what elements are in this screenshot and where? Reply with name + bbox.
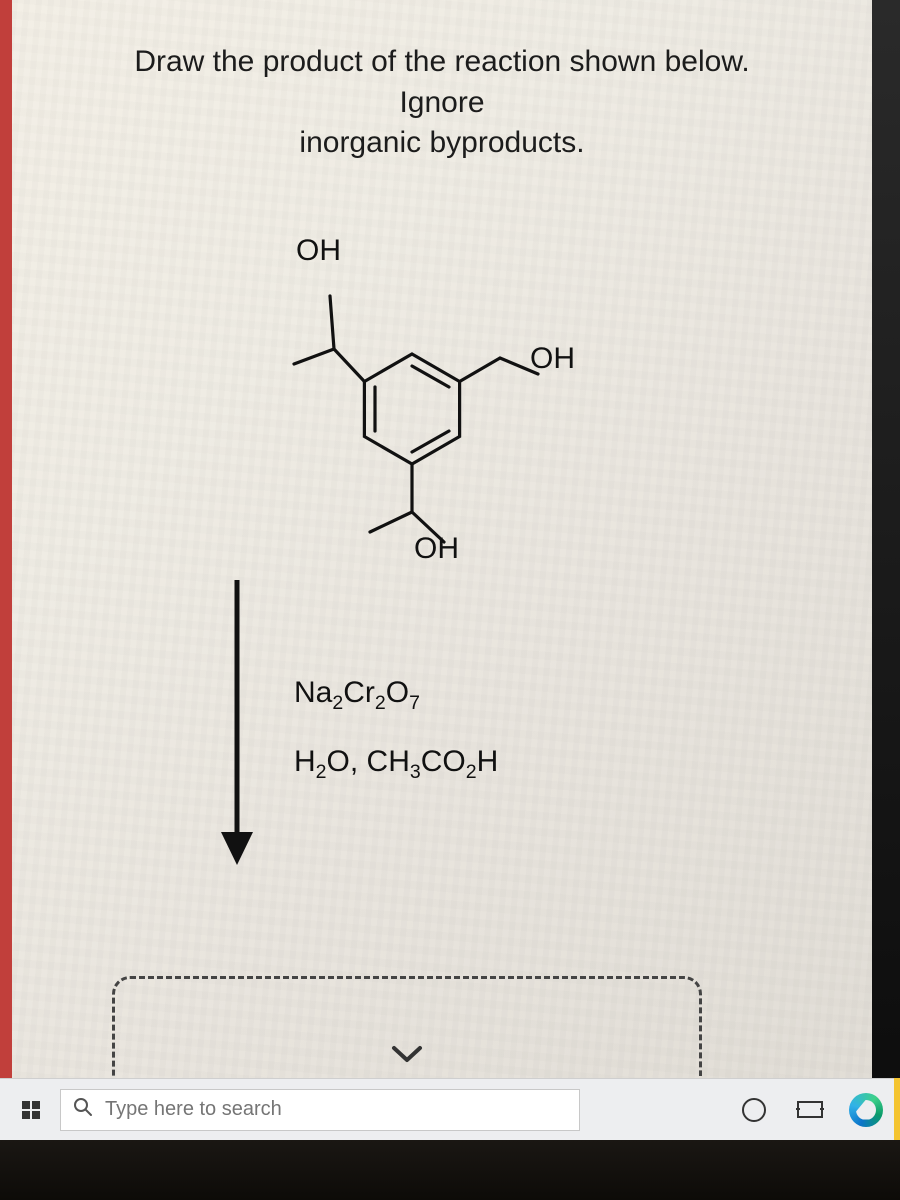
task-view-icon <box>796 1099 824 1121</box>
taskbar-search[interactable] <box>60 1089 580 1131</box>
start-button[interactable] <box>10 1089 52 1131</box>
chevron-down-icon[interactable] <box>390 1044 424 1066</box>
taskbar <box>0 1078 900 1140</box>
windows-logo-icon <box>22 1101 40 1119</box>
question-line-1: Draw the product of the reaction shown b… <box>134 45 749 119</box>
reagent-line-1: Na2Cr2O7 <box>294 676 420 715</box>
label-oh-bottom: OH <box>414 532 459 566</box>
task-view-button[interactable] <box>786 1086 834 1134</box>
label-oh-right: OH <box>530 342 575 376</box>
search-icon <box>73 1097 93 1123</box>
edge-icon <box>849 1093 883 1127</box>
molecule-diagram: OH OH OH <box>52 234 832 594</box>
answer-drop-area[interactable] <box>112 976 702 1076</box>
reagent-line-2: H2O, CH3CO2H <box>294 745 498 784</box>
left-red-strip <box>0 0 12 1095</box>
down-arrow-icon <box>207 580 267 870</box>
cortana-ring-icon <box>742 1098 766 1122</box>
monitor-bezel-right <box>872 0 900 1095</box>
label-oh-top: OH <box>296 234 341 268</box>
edge-browser-button[interactable] <box>842 1086 890 1134</box>
quiz-panel: Draw the product of the reaction shown b… <box>12 0 872 1095</box>
question-line-2: inorganic byproducts. <box>299 126 584 159</box>
search-input[interactable] <box>105 1098 567 1121</box>
desk-surface <box>0 1140 900 1200</box>
question-text: Draw the product of the reaction shown b… <box>102 42 782 164</box>
file-explorer-peek[interactable] <box>894 1078 900 1140</box>
cortana-button[interactable] <box>730 1086 778 1134</box>
reaction-arrow-block: Na2Cr2O7 H2O, CH3CO2H <box>172 580 692 880</box>
